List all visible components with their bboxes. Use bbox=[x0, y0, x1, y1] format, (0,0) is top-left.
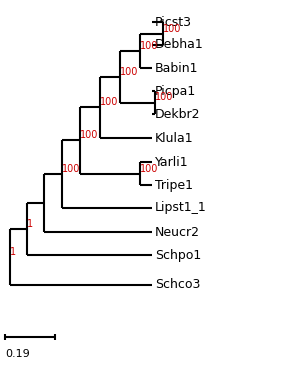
Text: 100: 100 bbox=[100, 97, 118, 107]
Text: 100: 100 bbox=[120, 67, 138, 77]
Text: Schpo1: Schpo1 bbox=[155, 248, 201, 262]
Text: 1: 1 bbox=[10, 247, 16, 257]
Text: 0.19: 0.19 bbox=[5, 349, 30, 359]
Text: Klula1: Klula1 bbox=[155, 131, 194, 144]
Text: 100: 100 bbox=[163, 23, 182, 33]
Text: Yarli1: Yarli1 bbox=[155, 155, 189, 169]
Text: Dekbr2: Dekbr2 bbox=[155, 108, 200, 121]
Text: Debha1: Debha1 bbox=[155, 38, 204, 51]
Text: 100: 100 bbox=[62, 164, 80, 174]
Text: Schco3: Schco3 bbox=[155, 279, 200, 292]
Text: 100: 100 bbox=[140, 164, 158, 173]
Text: Picpa1: Picpa1 bbox=[155, 84, 196, 97]
Text: 100: 100 bbox=[80, 131, 98, 140]
Text: 100: 100 bbox=[140, 41, 158, 51]
Text: 100: 100 bbox=[155, 93, 173, 103]
Text: Neucr2: Neucr2 bbox=[155, 225, 200, 238]
Text: Babin1: Babin1 bbox=[155, 61, 199, 74]
Text: Lipst1_1: Lipst1_1 bbox=[155, 202, 207, 215]
Text: 1: 1 bbox=[27, 219, 33, 229]
Text: Picst3: Picst3 bbox=[155, 16, 192, 29]
Text: Tripe1: Tripe1 bbox=[155, 179, 193, 192]
